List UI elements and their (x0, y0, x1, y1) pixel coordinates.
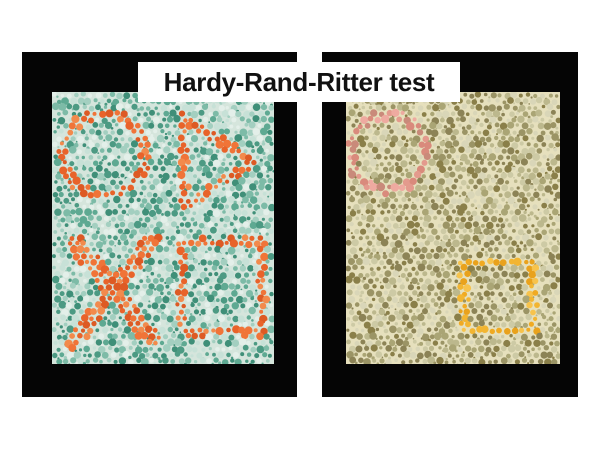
left-plate-dots (52, 92, 274, 364)
right-plate-dots (346, 92, 560, 364)
title-banner: Hardy-Rand-Ritter test (138, 62, 460, 102)
title-text: Hardy-Rand-Ritter test (163, 66, 435, 97)
left-plate-frame (22, 52, 297, 397)
right-color-plate (346, 92, 560, 364)
left-color-plate (52, 92, 274, 364)
right-plate-frame (322, 52, 578, 397)
